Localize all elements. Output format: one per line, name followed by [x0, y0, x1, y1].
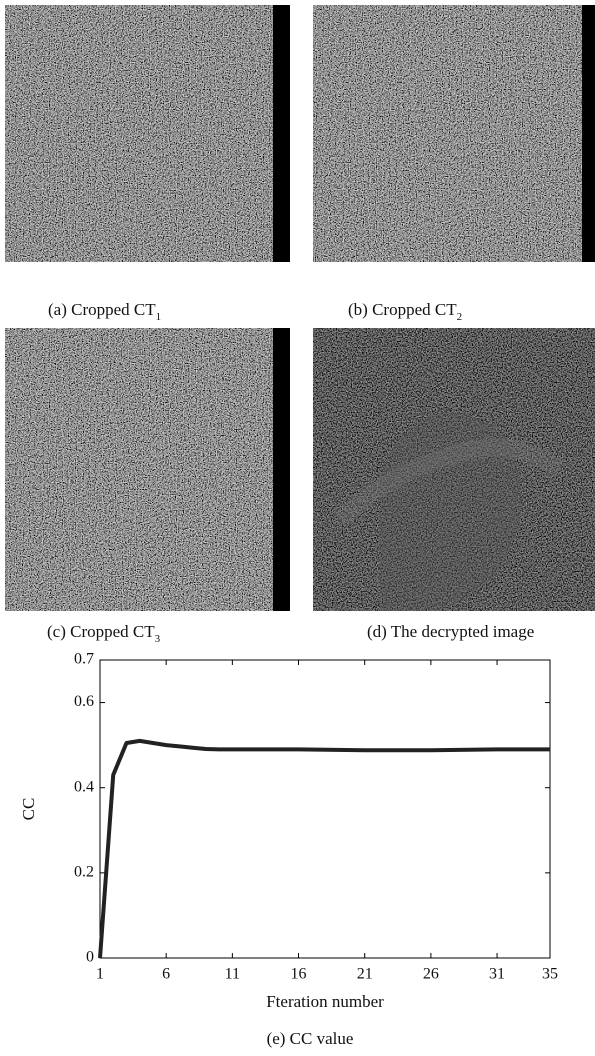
- y-tick-label: 0.4: [74, 778, 94, 795]
- panel-c-image: [5, 328, 290, 611]
- x-tick-label: 1: [96, 966, 104, 983]
- panel-a-image: [5, 5, 290, 262]
- y-axis-label: CC: [19, 798, 38, 821]
- y-tick-label: 0.2: [74, 864, 94, 881]
- x-axis-label: Fteration number: [266, 992, 384, 1011]
- data-line: [100, 741, 550, 958]
- y-tick-label: 0.7: [74, 651, 94, 668]
- page: {"panels": [ {"caption": "(a) Cropped CT…: [0, 0, 595, 1056]
- x-tick-label: 31: [489, 966, 505, 983]
- y-tick-label: 0: [86, 949, 94, 966]
- x-tick-label: 26: [423, 966, 439, 983]
- caption-text: (c) Cropped CT: [47, 622, 155, 641]
- y-tick-label: 0.6: [74, 693, 94, 710]
- panel-caption: (c) Cropped CT3: [47, 622, 161, 645]
- x-tick-label: 16: [291, 966, 307, 983]
- plot-frame: [100, 660, 550, 958]
- panel-d-image: [313, 328, 595, 611]
- x-tick-label: 11: [225, 966, 240, 983]
- panel-caption: (d) The decrypted image: [367, 622, 534, 641]
- panel-b-image: [313, 5, 595, 262]
- caption-text: (b) Cropped CT: [348, 300, 457, 319]
- caption-subscript: 3: [155, 633, 161, 645]
- caption-text: (a) Cropped CT: [48, 300, 156, 319]
- x-tick-label: 35: [542, 966, 558, 983]
- panel-caption: (b) Cropped CT2: [348, 300, 462, 323]
- x-tick-label: 21: [357, 966, 373, 983]
- panel-caption: (a) Cropped CT1: [48, 300, 161, 323]
- caption-subscript: 2: [457, 311, 463, 323]
- chart-caption: (e) CC value: [267, 1029, 354, 1048]
- figure: (a) Cropped CT1 (b) Cropped CT2 (c) Crop…: [0, 0, 595, 1056]
- caption-subscript: 1: [156, 311, 162, 323]
- x-tick-label: 6: [162, 966, 170, 983]
